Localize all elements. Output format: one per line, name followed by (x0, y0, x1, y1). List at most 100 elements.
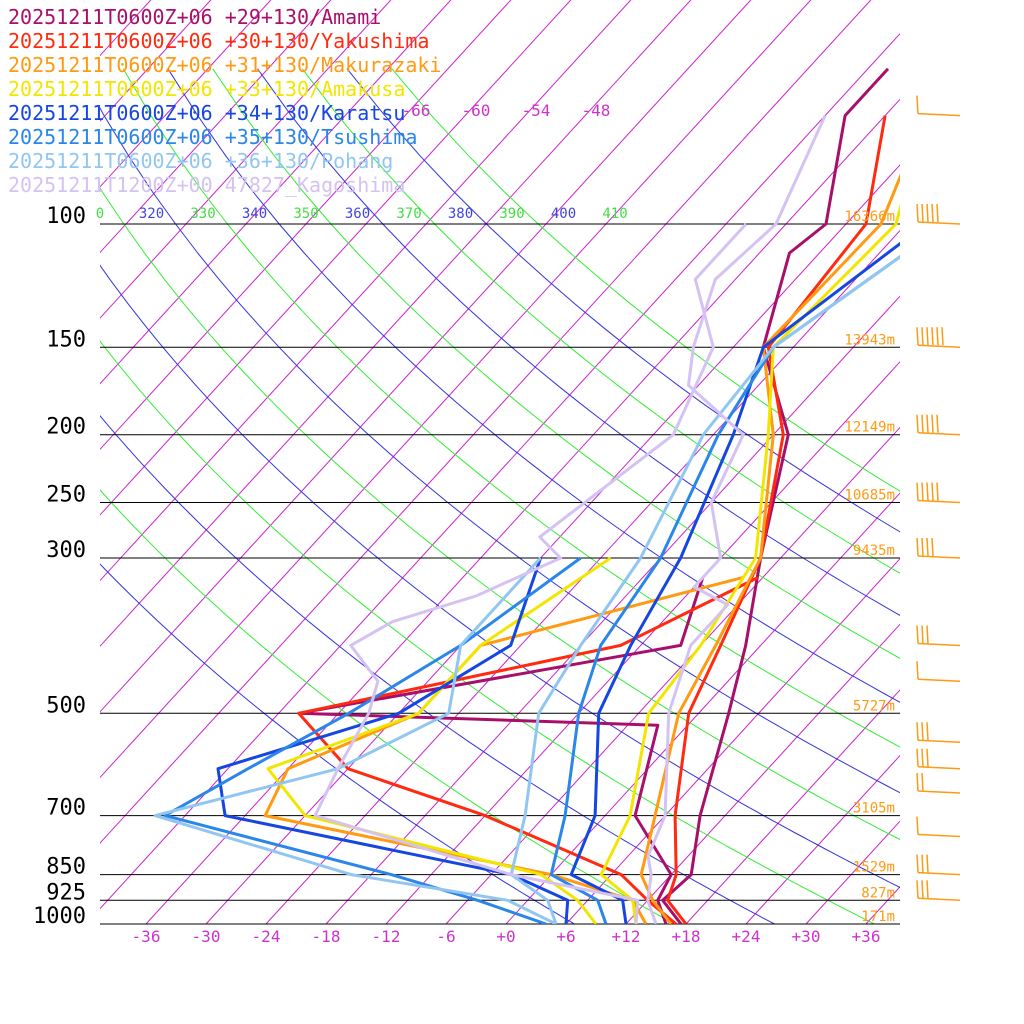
wind-barb-tick (921, 327, 924, 346)
wind-barb-tick (926, 203, 929, 223)
wind-barb-tick (916, 482, 919, 501)
wind-barb (916, 722, 961, 744)
wind-barb-column (916, 95, 961, 902)
dry-adiabat-line (391, 68, 900, 492)
wind-barb-tick (926, 854, 929, 873)
wind-barb-staff (917, 871, 961, 876)
isotherm-line (745, 754, 900, 924)
upper-temperature-label: -60 (462, 101, 491, 120)
upper-temperature-label: -66 (402, 101, 431, 120)
legend: 20251211T0600Z+06 +29+130/Amami20251211T… (8, 5, 441, 197)
temperature-line (599, 203, 900, 924)
wind-barb-staff (917, 555, 961, 559)
wind-barb-tick (926, 537, 929, 557)
wind-barb-tick (921, 854, 924, 873)
temperature-tick-label: +30 (792, 927, 821, 946)
dewpoint-line (216, 557, 570, 924)
temperature-tick-label: -18 (312, 927, 341, 946)
wind-barb-staff (917, 344, 961, 349)
isotherm-line (100, 0, 332, 254)
wind-barb-tick (926, 880, 929, 899)
dewpoint-line (297, 577, 705, 924)
height-label: 5727m (853, 698, 895, 714)
theta-labels: 0 320 330 340 350 360 370 380 390 400 410 (96, 206, 628, 222)
dry-adiabat-line (346, 68, 900, 533)
wind-barb-tick (921, 482, 924, 501)
theta-label: 350 (293, 206, 318, 222)
wind-barb-tick (926, 414, 929, 433)
isotherm-line (926, 0, 1024, 924)
height-label: 12149m (844, 420, 895, 436)
wind-barb-staff (917, 431, 961, 436)
temperature-tick-label: +36 (852, 927, 881, 946)
wind-barb-tick (916, 414, 919, 433)
sounding-series (153, 67, 900, 924)
theta-label: 400 (551, 206, 576, 222)
wind-barb-tick (916, 748, 919, 767)
wind-barb-tick (936, 414, 939, 433)
wind-barb (916, 537, 961, 559)
dewpoint-line (153, 556, 557, 924)
height-label: 171m (861, 909, 895, 925)
dry-adiabat-line (100, 107, 900, 794)
theta-label: 340 (242, 206, 267, 222)
temperature-tick-label: +6 (556, 927, 575, 946)
wind-barb (916, 772, 961, 794)
wind-barb-staff (917, 678, 961, 682)
wind-barb-tick (921, 203, 924, 223)
wind-barb-staff (917, 499, 961, 504)
theta-label: 410 (602, 206, 627, 222)
wind-barb-tick (931, 537, 934, 557)
height-label: 9435m (853, 543, 895, 559)
pressure-label: 150 (46, 327, 86, 352)
wind-barb-tick (931, 203, 934, 223)
wind-barb (916, 327, 961, 349)
temperature-tick-label: -36 (132, 927, 161, 946)
height-label: 10685m (844, 488, 895, 504)
isotherm-line (445, 426, 900, 924)
wind-barb-tick (921, 414, 924, 433)
wind-barb-tick (926, 722, 929, 741)
wind-barb-staff (917, 221, 961, 225)
pressure-label: 1000 (33, 904, 86, 929)
wind-barb-staff (917, 112, 961, 117)
wind-barb (916, 482, 961, 504)
wind-barb-tick (916, 625, 919, 644)
wind-barb-staff (917, 790, 961, 794)
height-label: 13943m (844, 332, 895, 348)
isotherm-line (325, 295, 900, 924)
theta-label: 320 (139, 206, 164, 222)
height-label: 827m (861, 885, 895, 901)
theta-label: 0 (96, 206, 104, 222)
temperature-tick-label: -6 (436, 927, 455, 946)
isotherm-line (100, 0, 452, 385)
wind-barb (916, 661, 961, 682)
wind-barb-tick (916, 203, 919, 223)
legend-entry: 20251211T1200Z+00 47827_Kagoshima (8, 173, 405, 197)
dry-adiabat-line (167, 68, 900, 703)
legend-entry: 20251211T0600Z+06 +31+130/Makurazaki (8, 53, 441, 77)
upper-temperature-label: -54 (522, 101, 551, 120)
wind-barb-tick (926, 327, 929, 346)
wind-barb-tick (926, 748, 929, 767)
temperature-line (569, 241, 900, 924)
wind-barb-tick (936, 482, 939, 501)
pressure-label: 925 (46, 880, 86, 905)
pressure-label: 500 (46, 693, 86, 718)
legend-entry: 20251211T0600Z+06 +30+130/Yakushima (8, 29, 429, 53)
dewpoint-line (266, 556, 612, 924)
temperature-tick-label: +24 (732, 927, 761, 946)
wind-barb-tick (916, 95, 919, 114)
dry-adiabat-line (301, 68, 900, 574)
wind-barb-tick (921, 772, 924, 792)
legend-entry: 20251211T0600Z+06 +35+130/Tsushima (8, 125, 417, 149)
dry-adiabat-line (100, 415, 776, 924)
isotherm-line (865, 886, 900, 924)
wind-barb-tick (926, 482, 929, 501)
temperature-line (639, 173, 900, 924)
pressure-label: 250 (46, 483, 86, 508)
wind-barb-staff (917, 897, 961, 902)
wind-barb-tick (921, 748, 924, 767)
wind-barb-tick (916, 854, 919, 873)
height-label: 1529m (853, 860, 895, 876)
